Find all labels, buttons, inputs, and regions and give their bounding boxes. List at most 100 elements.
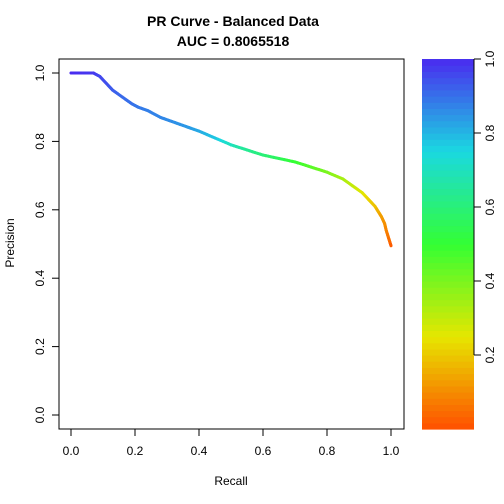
colorbar-band (422, 274, 474, 282)
colorbar-band (422, 83, 474, 91)
colorbar-band (422, 355, 474, 362)
colorbar-band (422, 398, 474, 405)
colorbar-band (422, 342, 474, 350)
curve-point (380, 215, 383, 219)
curve-point (104, 81, 108, 85)
colorbar-band (422, 89, 474, 97)
colorbar-band (422, 361, 474, 368)
curve-point (245, 148, 249, 152)
colorbar-band (422, 145, 474, 153)
curve-point (351, 184, 354, 188)
x-tick-label: 0.8 (319, 444, 336, 458)
colorbar-band (422, 120, 474, 128)
colorbar-tick-label: 0.6 (483, 198, 497, 215)
curve-point (384, 228, 388, 232)
colorbar-band (422, 305, 474, 313)
x-tick-label: 0.2 (127, 444, 144, 458)
colorbar-band (422, 348, 474, 356)
y-tick-label: 0.6 (33, 201, 47, 218)
colorbar-band (422, 373, 474, 381)
colorbar-band (422, 237, 474, 245)
y-tick-label: 1.0 (33, 64, 47, 81)
colorbar-band (422, 330, 474, 338)
curve-point (261, 153, 265, 157)
colorbar-band (422, 163, 474, 171)
curve-point (188, 126, 191, 130)
curve-point (130, 102, 134, 106)
curve-point (309, 165, 313, 169)
curve-point (98, 75, 102, 78)
colorbar-band (422, 59, 474, 66)
colorbar-band (422, 126, 474, 134)
colorbar-band (422, 170, 474, 177)
curve-point (386, 234, 390, 237)
curve-point (277, 157, 281, 160)
x-tick-label: 1.0 (383, 444, 400, 458)
colorbar-tick-label: 0.8 (483, 124, 497, 141)
curve-point (111, 88, 114, 92)
colorbar-band (422, 410, 474, 418)
colorbar-band (422, 268, 474, 276)
curve-point (373, 204, 377, 208)
pr-curve-series (69, 71, 393, 248)
x-axis: 0.0 0.2 0.4 0.6 0.8 1.0 (63, 428, 400, 458)
curve-point (229, 143, 233, 147)
chart-title: PR Curve - Balanced Data (147, 13, 319, 29)
colorbar-band (422, 102, 474, 109)
colorbar-band (422, 225, 474, 233)
curve-point (389, 244, 393, 248)
x-tick-label: 0.4 (191, 444, 208, 458)
colorbar-tick-label: 1.0 (483, 50, 497, 67)
curve-point (197, 129, 201, 133)
colorbar-band (422, 213, 474, 220)
colorbar-band (422, 207, 474, 214)
chart-subtitle: AUC = 0.8065518 (177, 33, 290, 49)
curve-point (293, 160, 297, 164)
colorbar-tick-label: 0.4 (483, 272, 497, 289)
colorbar-band (422, 422, 474, 430)
curve-point (341, 177, 345, 181)
colorbar-band (422, 262, 474, 270)
curve-point (376, 210, 380, 213)
threshold-colorbar (422, 59, 474, 430)
curve-point (388, 239, 391, 242)
colorbar-band (422, 367, 474, 375)
colorbar-band (422, 194, 474, 202)
colorbar-band (422, 336, 474, 344)
y-tick-label: 0.2 (33, 338, 47, 355)
colorbar-band (422, 281, 474, 288)
colorbar-band (422, 151, 474, 159)
curve-point (146, 109, 150, 113)
curve-point (79, 71, 82, 75)
colorbar-band (422, 416, 474, 424)
colorbar-band (422, 324, 474, 331)
colorbar-band (422, 318, 474, 325)
colorbar-band (422, 404, 474, 412)
curve-point (159, 116, 163, 119)
curve-point (168, 119, 172, 123)
colorbar-axis: 0.2 0.4 0.6 0.8 1.0 (473, 50, 497, 363)
y-axis-label: Precision (3, 218, 17, 267)
colorbar-band (422, 96, 474, 103)
curve-point (325, 170, 329, 174)
x-axis-label: Recall (214, 474, 247, 488)
colorbar-band (422, 139, 474, 146)
curve-point (383, 222, 386, 225)
colorbar-band (422, 182, 474, 190)
colorbar-band (422, 379, 474, 387)
colorbar-band (422, 250, 474, 257)
curve-point (136, 105, 140, 109)
colorbar-band (422, 293, 474, 301)
colorbar-band (422, 231, 474, 239)
colorbar-band (422, 114, 474, 122)
x-tick-label: 0.0 (63, 444, 80, 458)
curve-point (92, 71, 95, 75)
colorbar-band (422, 385, 474, 393)
colorbar-band (422, 200, 474, 208)
colorbar-band (422, 157, 474, 165)
colorbar-band (422, 392, 474, 399)
colorbar-band (422, 244, 474, 251)
curve-point (360, 191, 364, 195)
